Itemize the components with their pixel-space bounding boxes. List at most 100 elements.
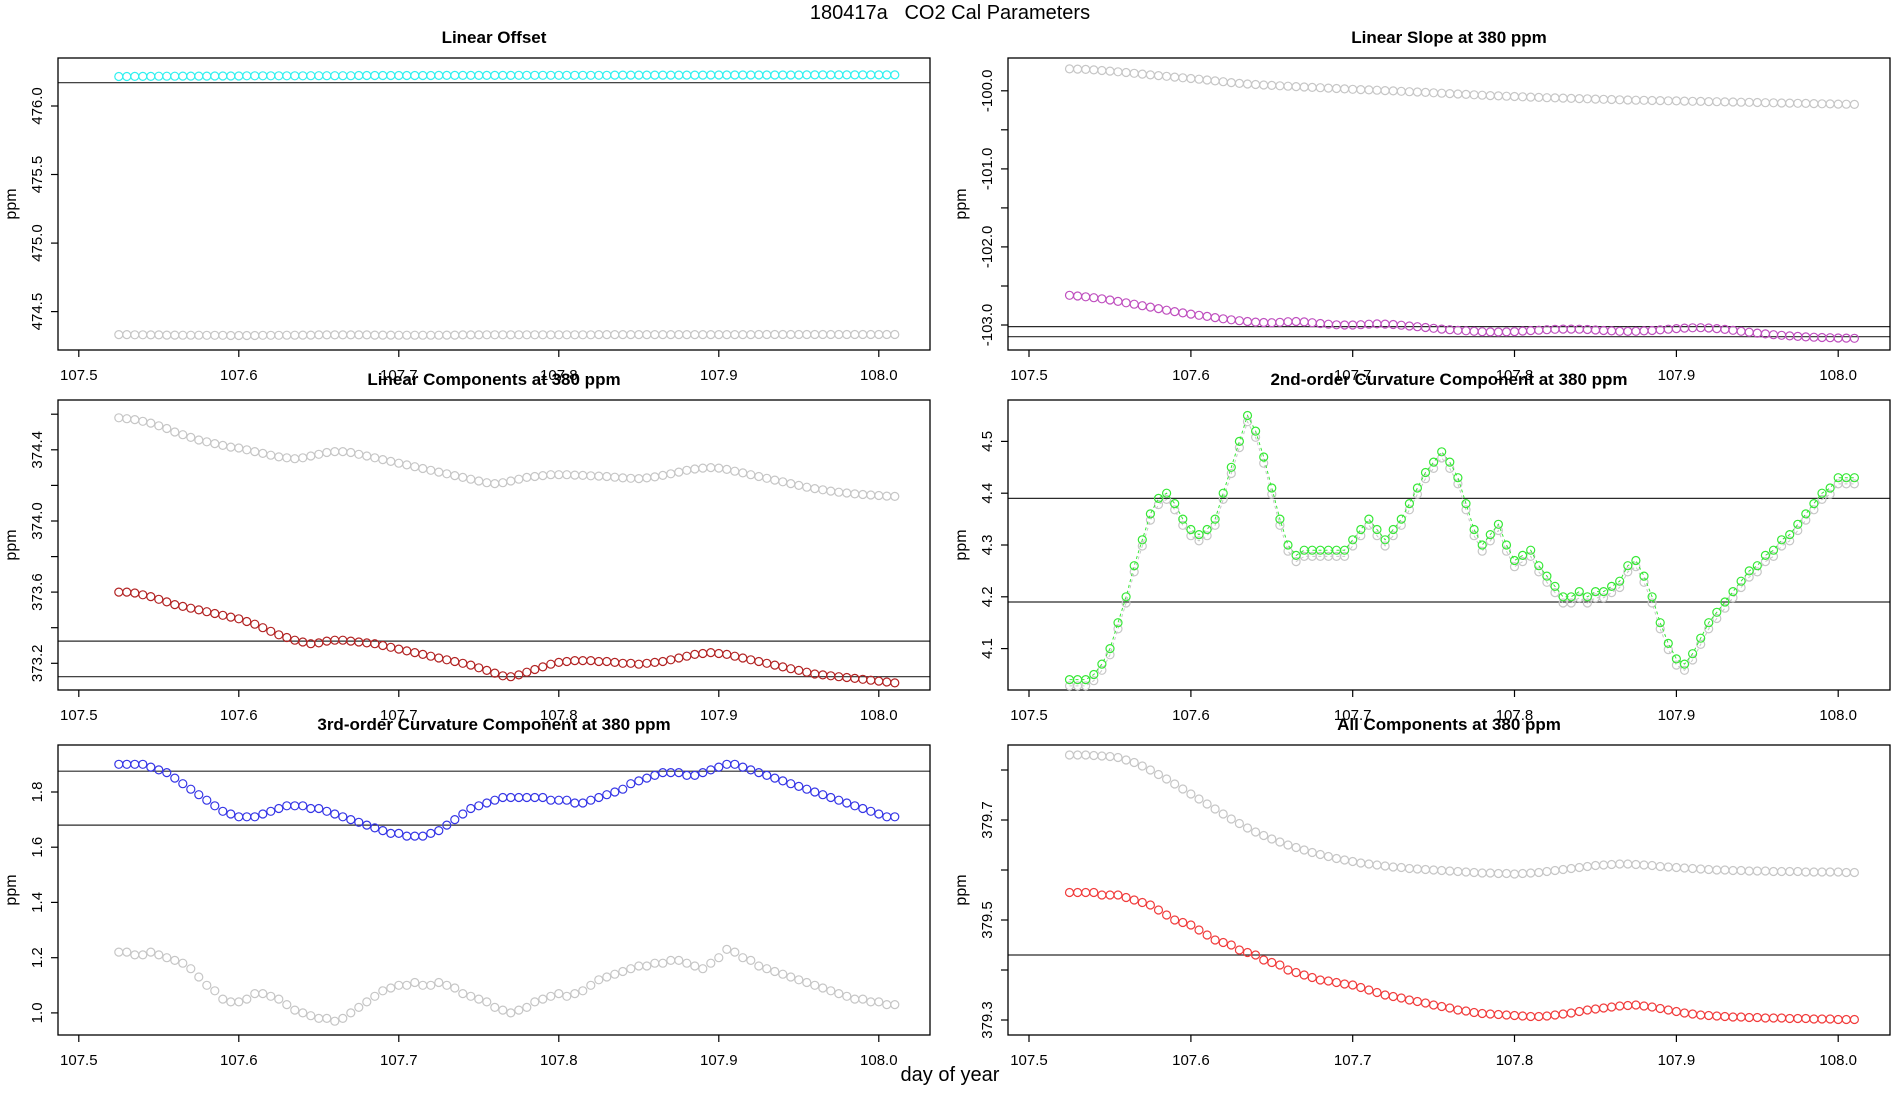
y-axis-label: ppm — [953, 874, 970, 905]
panel-second-order-curvature: 107.5 107.6 107.7 107.8 107.9 108.0 4.5 4.4 4.3 4… — [953, 399, 1891, 724]
secondary-series — [114, 413, 900, 501]
x-tick-label: 107.5 — [1010, 1052, 1048, 1069]
y-tick-label: 4.2 — [979, 586, 996, 607]
x-tick-label: 107.6 — [220, 1052, 258, 1069]
panel-title-2nd-order-curvature: 2nd-order Curvature Component at 380 ppm — [1270, 370, 1628, 389]
x-tick-label: 107.7 — [1334, 367, 1372, 384]
primary-series — [1064, 410, 1860, 685]
panel-linear-components: 107.5 107.6 107.7 107.8 107.9 108.0 374.4 374.0… — [3, 399, 931, 724]
y-tick-label: 373.2 — [29, 645, 46, 683]
panel-title-all-components: All Components at 380 ppm — [1337, 715, 1561, 734]
plot-border — [57, 57, 931, 351]
y-tick-label: 474.5 — [29, 293, 46, 331]
panel-linear-offset: 107.5 107.6 107.7 107.8 107.9 108.0 476.0 475.5… — [3, 57, 931, 384]
panel-title-3rd-order-curvature: 3rd-order Curvature Component at 380 ppm — [317, 715, 671, 734]
panel-title-linear-components: Linear Components at 380 ppm — [367, 370, 621, 389]
x-tick-label: 107.5 — [1010, 367, 1048, 384]
x-axis-label: day of year — [900, 1064, 1000, 1086]
x-tick-label: 107.8 — [1496, 707, 1534, 724]
y-axis-label: ppm — [953, 188, 970, 219]
x-tick-label: 107.7 — [1334, 707, 1372, 724]
x-tick-label: 107.6 — [1172, 707, 1210, 724]
x-tick-label: 108.0 — [860, 1052, 898, 1069]
x-tick-label: 107.7 — [380, 367, 418, 384]
secondary-series — [1064, 750, 1860, 879]
secondary-series — [1064, 417, 1860, 691]
y-tick-label: 379.3 — [979, 1001, 996, 1039]
y-axis-label: ppm — [3, 188, 20, 219]
y-tick-label: -101.0 — [979, 148, 996, 191]
x-tick-label: 107.9 — [1658, 707, 1696, 724]
y-tick-label: -100.0 — [979, 70, 996, 113]
x-tick-label: 107.5 — [60, 367, 98, 384]
x-tick-label: 108.0 — [860, 367, 898, 384]
y-tick-label: 1.2 — [29, 947, 46, 968]
x-tick-label: 107.8 — [540, 707, 578, 724]
x-tick-label: 107.6 — [1172, 367, 1210, 384]
panel-title-linear-offset: Linear Offset — [441, 28, 547, 47]
plot-border — [1007, 57, 1891, 351]
x-tick-label: 107.8 — [1496, 1052, 1534, 1069]
primary-series — [1064, 290, 1860, 343]
x-tick-label: 107.6 — [1172, 1052, 1210, 1069]
y-tick-label: 1.0 — [29, 1002, 46, 1023]
y-tick-label: 4.5 — [979, 431, 996, 452]
plot-border — [57, 744, 931, 1036]
x-tick-label: 107.8 — [1496, 367, 1534, 384]
x-tick-label: 108.0 — [1819, 367, 1857, 384]
y-tick-label: 1.8 — [29, 782, 46, 803]
x-tick-label: 107.9 — [1658, 1052, 1696, 1069]
y-axis-label: ppm — [3, 874, 20, 905]
x-tick-label: 107.6 — [220, 707, 258, 724]
y-tick-label: -103.0 — [979, 304, 996, 347]
figure-title: 180417a CO2 Cal Parameters — [809, 2, 1091, 24]
y-tick-label: 4.4 — [979, 483, 996, 504]
y-tick-label: 373.6 — [29, 573, 46, 611]
x-tick-label: 107.5 — [60, 1052, 98, 1069]
y-tick-label: 4.3 — [979, 535, 996, 556]
x-tick-label: 107.7 — [380, 707, 418, 724]
x-tick-label: 107.6 — [220, 367, 258, 384]
x-tick-label: 107.5 — [1010, 707, 1048, 724]
secondary-series — [114, 329, 900, 341]
panel-all-components: 107.5 107.6 107.7 107.8 107.9 108.0 379.7 379.5… — [953, 744, 1891, 1069]
x-tick-label: 107.8 — [540, 1052, 578, 1069]
secondary-series — [1064, 64, 1860, 110]
primary-series — [114, 759, 900, 841]
primary-series — [1064, 887, 1860, 1025]
x-tick-label: 107.7 — [1334, 1052, 1372, 1069]
y-tick-label: 476.0 — [29, 87, 46, 125]
y-tick-label: 4.1 — [979, 638, 996, 659]
secondary-series — [114, 944, 900, 1026]
x-tick-label: 107.9 — [700, 367, 738, 384]
x-tick-label: 108.0 — [860, 707, 898, 724]
y-axis-label: ppm — [3, 529, 20, 560]
plot-border — [57, 399, 931, 691]
y-tick-label: 374.0 — [29, 502, 46, 540]
y-tick-label: 374.4 — [29, 431, 46, 469]
plot-border — [1007, 744, 1891, 1036]
y-tick-label: -102.0 — [979, 226, 996, 269]
y-tick-label: 379.7 — [979, 801, 996, 839]
x-tick-label: 107.9 — [700, 707, 738, 724]
primary-series — [114, 587, 900, 688]
y-tick-label: 1.4 — [29, 892, 46, 913]
x-tick-label: 107.8 — [540, 367, 578, 384]
panel-linear-slope: 107.5 107.6 107.7 107.8 107.9 108.0 -100.0 -101… — [953, 57, 1891, 384]
y-tick-label: 475.5 — [29, 156, 46, 194]
y-tick-label: 475.0 — [29, 224, 46, 262]
x-tick-label: 107.7 — [380, 1052, 418, 1069]
x-tick-label: 107.9 — [700, 1052, 738, 1069]
x-tick-label: 108.0 — [1819, 707, 1857, 724]
primary-series — [114, 70, 900, 82]
x-tick-label: 107.9 — [1658, 367, 1696, 384]
x-tick-label: 108.0 — [1819, 1052, 1857, 1069]
x-tick-label: 107.5 — [60, 707, 98, 724]
panel-third-order-curvature: 107.5 107.6 107.7 107.8 107.9 108.0 1.8 1.6 1.4 1… — [3, 744, 931, 1069]
panel-title-linear-slope: Linear Slope at 380 ppm — [1351, 28, 1547, 47]
y-axis-label: ppm — [953, 529, 970, 560]
y-tick-label: 1.6 — [29, 837, 46, 858]
y-tick-label: 379.5 — [979, 901, 996, 939]
